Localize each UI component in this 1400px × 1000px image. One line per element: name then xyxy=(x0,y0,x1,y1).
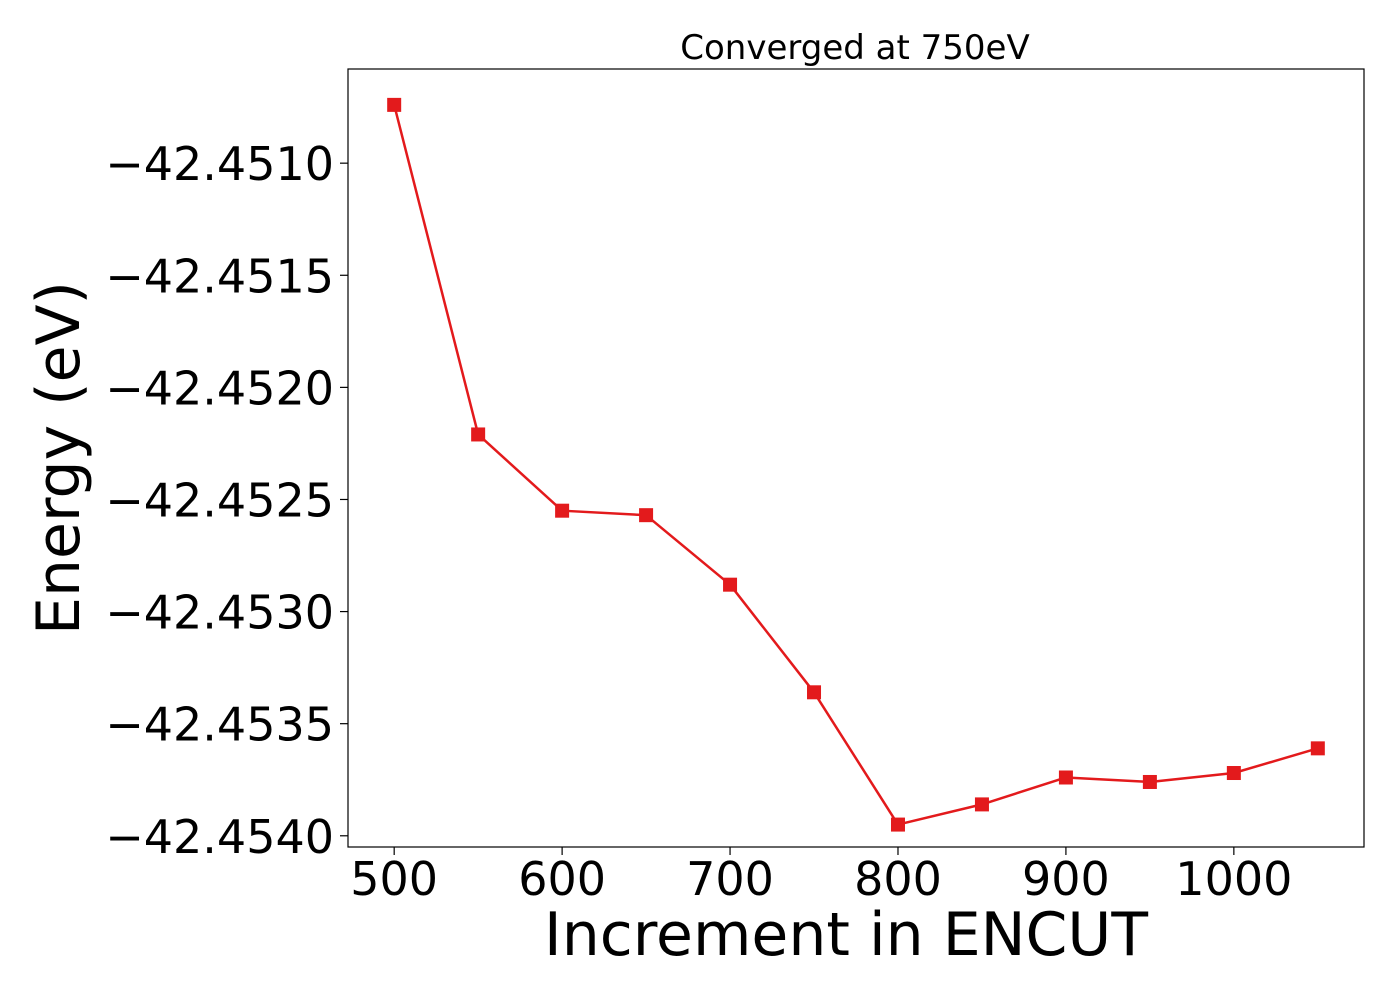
data-point-marker xyxy=(1058,770,1073,785)
data-point-marker xyxy=(1142,774,1157,789)
x-tick-label: 900 xyxy=(1022,852,1110,906)
y-axis-ticks: −42.4510 −42.4515 −42.4520 −42.4525 −42.4530… xyxy=(105,137,348,864)
data-point-marker xyxy=(1226,766,1241,781)
y-tick-label: −42.4515 xyxy=(105,249,334,303)
x-tick-label: 600 xyxy=(518,852,606,906)
y-tick-label: −42.4510 xyxy=(105,137,334,191)
plot-area xyxy=(348,69,1364,847)
y-tick-label: −42.4535 xyxy=(105,698,334,752)
y-tick-label: −42.4520 xyxy=(105,361,334,415)
x-axis-ticks: 500 600 700 800 900 1000 xyxy=(350,847,1292,906)
data-point-marker xyxy=(555,503,570,518)
plot-frame xyxy=(347,68,1365,848)
data-point-marker xyxy=(974,797,989,812)
series-markers xyxy=(387,97,1325,832)
x-tick-label: 1000 xyxy=(1175,852,1292,906)
x-tick-label: 700 xyxy=(686,852,774,906)
x-tick-label: 500 xyxy=(350,852,438,906)
data-point-marker xyxy=(723,577,738,592)
chart-title: Converged at 750eV xyxy=(680,28,1029,68)
data-point-marker xyxy=(639,508,654,523)
data-point-marker xyxy=(387,97,402,112)
data-point-marker xyxy=(471,427,486,442)
y-axis-label: Energy (eV) xyxy=(24,281,94,635)
data-point-marker xyxy=(807,685,822,700)
x-tick-label: 800 xyxy=(854,852,942,906)
y-tick-label: −42.4525 xyxy=(105,473,334,527)
data-point-marker xyxy=(1310,741,1325,756)
x-axis-label: Increment in ENCUT xyxy=(544,900,1148,970)
series-line xyxy=(392,104,1319,826)
data-point-marker xyxy=(890,817,905,832)
y-tick-label: −42.4530 xyxy=(105,586,334,640)
y-tick-label: −42.4540 xyxy=(105,810,334,864)
